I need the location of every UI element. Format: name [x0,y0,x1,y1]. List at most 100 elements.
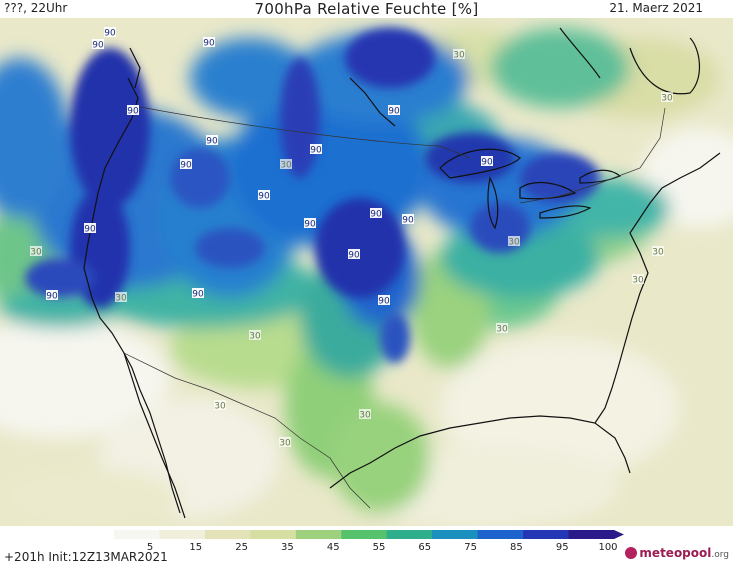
contour-label: 30 [359,411,371,421]
colorbar: 5 15 25 35 45 55 65 75 85 95 100 [114,530,624,552]
contour-label-bg [192,288,204,298]
contour-label-bg [92,39,104,49]
colorbar-swatch [295,530,342,539]
contour-label: 90 [378,297,390,307]
colorbar-swatch [432,530,479,539]
colorbar-tick-label: 25 [235,542,248,552]
contour-label: 90 [388,107,400,117]
contour-label: 30 [496,325,508,335]
contour-label-bg [304,218,316,228]
contour-label: 30 [632,276,644,286]
contour-label-bg [388,105,400,115]
brand-logo[interactable]: meteopool.org [625,546,729,560]
coastlines-and-borders [83,27,721,519]
contour-label-bg [378,295,390,305]
colorbar-tick-label: 95 [556,542,569,552]
colorbar-swatch [568,530,615,539]
contour-label: 30 [508,238,520,248]
colorbar-tick-label: 75 [464,542,477,552]
colorbar-tick-label: 35 [281,542,294,552]
contour-label-bg [402,214,414,224]
contour-label-bg [206,135,218,145]
contour-label-bg [249,330,261,340]
contour-label: 30 [280,161,292,171]
brand-main: meteopool [639,546,712,560]
contour-label-bg [180,159,192,169]
colorbar-swatch [159,530,206,539]
humidity-field [0,18,733,526]
contour-label: 90 [481,158,493,168]
colorbar-end-arrow [614,530,624,539]
contour-label: 90 [402,216,414,226]
colorbar-tick-label: 65 [418,542,431,552]
contour-label: 30 [115,294,127,304]
contour-label: 30 [249,332,261,342]
contour-label-bg [496,323,508,333]
brand-icon [625,547,638,559]
contour-label: 90 [104,29,116,39]
contour-label: 90 [370,210,382,220]
colorbar-tick-label: 85 [510,542,523,552]
contour-label: 90 [46,292,58,302]
contour-label: 90 [127,107,139,117]
colorbar-swatch [204,530,251,539]
header: ???, 22Uhr 700hPa Relative Feuchte [%] 2… [0,0,733,20]
contour-label: 90 [92,41,104,51]
colorbar-swatch [386,530,433,539]
valid-time-label: ???, 22Uhr [4,1,68,15]
contour-label-bg [280,159,292,169]
political-borders [123,105,666,509]
contour-label: 90 [180,161,192,171]
colorbar-swatch [250,530,297,539]
contour-label-bg [258,190,270,200]
contour-label: 30 [279,439,291,449]
colorbar-swatches [114,530,624,539]
colorbar-tick-label: 55 [373,542,386,552]
contour-label-bg [310,144,322,154]
contour-label-bg [652,246,664,256]
valid-date-label: 21. Maerz 2021 [609,1,703,15]
contour-label: 90 [310,146,322,156]
contour-label-bg [370,208,382,218]
contour-label-bg [84,223,96,233]
contour-label-bg [279,437,291,447]
brand-tld: .org [711,550,729,560]
contour-label-bg [481,156,493,166]
contour-label-bg [508,236,520,246]
contour-label: 90 [258,192,270,202]
contour-label: 30 [661,94,673,104]
map-title: 700hPa Relative Feuchte [%] [254,0,479,18]
contour-label: 30 [652,248,664,258]
contour-label: 90 [206,137,218,147]
contour-label: 30 [453,51,465,61]
contour-label: 90 [348,251,360,261]
contour-label: 90 [84,225,96,235]
contour-label-bg [203,37,215,47]
colorbar-tick-label: 15 [189,542,202,552]
contour-label: 30 [214,402,226,412]
contour-label-bg [632,274,644,284]
contour-label-bg [348,249,360,259]
colorbar-swatch [114,530,160,539]
model-run-label: +201h Init:12Z13MAR2021 [4,550,168,564]
contour-label-bg [661,92,673,102]
contour-label-bg [30,246,42,256]
colorbar-tick-label: 100 [598,542,617,552]
colorbar-ticks: 5 15 25 35 45 55 65 75 85 95 100 [147,542,618,552]
contour-label: 90 [192,290,204,300]
contour-label-bg [46,290,58,300]
contour-label-bg [214,400,226,410]
footer: 5 15 25 35 45 55 65 75 85 95 100 +201h Init:12Z13M… [0,526,733,566]
contour-label: 90 [304,220,316,230]
contour-label-bg [127,105,139,115]
colorbar-tick-label: 5 [147,542,153,552]
contour-label-bg [453,49,465,59]
contour-label-bg [104,27,116,37]
contour-label-bg [359,409,371,419]
colorbar-swatch [341,530,388,539]
contour-label: 30 [30,248,42,258]
colorbar-swatch [477,530,524,539]
colorbar-swatch [523,530,570,539]
